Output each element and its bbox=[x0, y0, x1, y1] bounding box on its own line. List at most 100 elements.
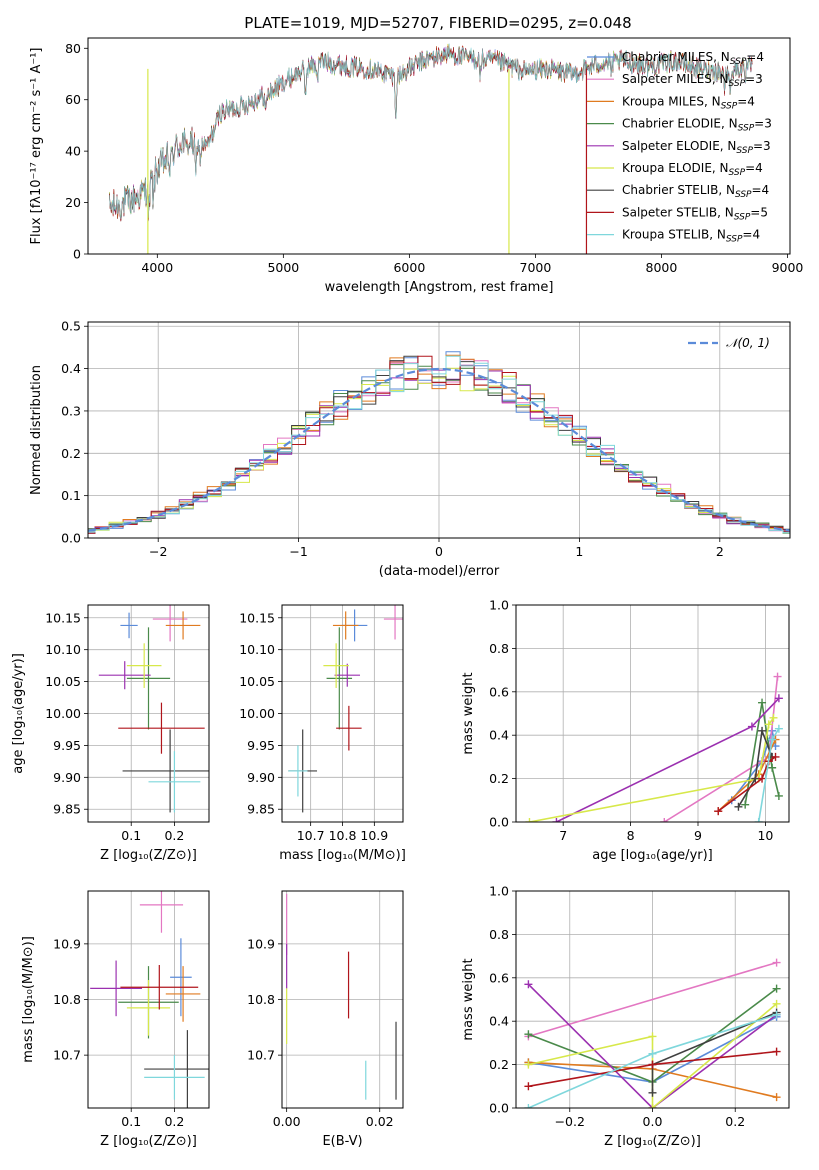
weight-marker bbox=[772, 1010, 781, 1019]
y-tick-label: 9.90 bbox=[53, 770, 81, 785]
x-axis-label: wavelength [Angstrom, rest frame] bbox=[325, 280, 554, 295]
panel-mass-weight-vs-Z: −0.2 0.0 0.2 0.0 0.2 0.4 0.6 0.8 1.0 Z [log₁₀(Z/Z… bbox=[461, 884, 790, 1149]
legend-entry: 𝒩(0, 1) bbox=[726, 336, 770, 350]
weight-marker bbox=[524, 1104, 533, 1108]
y-tick-label: 10.8 bbox=[247, 992, 275, 1007]
plot-area bbox=[109, 43, 753, 254]
x-tick-label: 9000 bbox=[772, 260, 804, 275]
y-tick-label: 10.7 bbox=[53, 1048, 81, 1063]
panel-age-vs-mass: 10.7 10.8 10.9 9.85 9.90 9.95 10.00 10.05 10.10 1… bbox=[239, 604, 406, 863]
x-tick-label: 7 bbox=[559, 828, 567, 843]
weight-line bbox=[663, 676, 779, 822]
panel-mass-vs-Z: 0.1 0.2 10.7 10.8 10.9 Z [log₁₀(Z/Z⊙)] mass [l… bbox=[21, 890, 210, 1149]
y-tick-label: 0.4 bbox=[61, 361, 81, 376]
weight-marker bbox=[774, 724, 783, 733]
weight-marker bbox=[524, 1030, 533, 1039]
y-tick-label: 0 bbox=[73, 247, 81, 262]
weight-marker bbox=[758, 774, 767, 783]
weight-marker bbox=[648, 1049, 657, 1058]
weight-marker bbox=[768, 763, 777, 772]
legend-entry: Salpeter ELODIE, NSSP=3 bbox=[622, 139, 771, 156]
x-tick-label: 0.00 bbox=[273, 1114, 301, 1129]
y-tick-label: 10.8 bbox=[53, 992, 81, 1007]
plot-area bbox=[90, 891, 209, 1108]
x-tick-label: 7000 bbox=[520, 260, 552, 275]
x-axis-label: E(B-V) bbox=[322, 1134, 362, 1149]
y-tick-label: 1.0 bbox=[489, 598, 509, 613]
y-tick-label: 0.0 bbox=[489, 815, 509, 830]
x-tick-label: 0.2 bbox=[164, 828, 184, 843]
legend-entry: Kroupa STELIB, NSSP=4 bbox=[622, 228, 760, 245]
y-axis-label: mass [log₁₀(M/M⊙)] bbox=[21, 936, 36, 1063]
x-tick-label: 4000 bbox=[141, 260, 173, 275]
y-tick-label: 20 bbox=[65, 195, 81, 210]
y-tick-label: 0.2 bbox=[489, 1057, 509, 1072]
x-axis-label: mass [log₁₀(M/M⊙)] bbox=[279, 848, 406, 863]
x-axis-label: Z [log₁₀(Z/Z⊙)] bbox=[100, 848, 197, 863]
y-tick-label: 10.9 bbox=[53, 936, 81, 951]
legend-entry: Chabrier ELODIE, NSSP=3 bbox=[622, 117, 772, 134]
spectrum-series-line bbox=[109, 43, 753, 220]
panel-age-vs-Z: 0.1 0.2 9.85 9.90 9.95 10.00 10.05 10.10 10.15 Z … bbox=[11, 604, 210, 863]
y-axis-label: Normed distribution bbox=[29, 365, 44, 495]
weight-marker bbox=[774, 694, 783, 703]
y-tick-label: 10.9 bbox=[247, 936, 275, 951]
panels: Chabrier MILES, NSSP=4 Salpeter MILES, NS… bbox=[11, 37, 804, 1149]
weight-marker bbox=[524, 980, 533, 989]
y-tick-label: 0.8 bbox=[489, 641, 509, 656]
weight-line bbox=[651, 1011, 777, 1093]
weight-marker bbox=[747, 722, 756, 731]
x-tick-label: 0.2 bbox=[164, 1114, 184, 1129]
y-axis-label: mass weight bbox=[461, 958, 476, 1040]
y-tick-label: 0.6 bbox=[489, 970, 509, 985]
x-axis-label: Z [log₁₀(Z/Z⊙)] bbox=[100, 1134, 197, 1149]
y-tick-label: 10.05 bbox=[239, 674, 275, 689]
x-tick-label: 0.02 bbox=[366, 1114, 394, 1129]
y-tick-label: 40 bbox=[65, 144, 81, 159]
y-axis-label: age [log₁₀(age/yr)] bbox=[11, 653, 26, 774]
x-tick-label: 0.2 bbox=[725, 1114, 745, 1129]
weight-marker bbox=[758, 698, 767, 707]
y-tick-label: 60 bbox=[65, 92, 81, 107]
x-tick-label: 10 bbox=[757, 828, 773, 843]
y-tick-label: 10.15 bbox=[45, 610, 81, 625]
y-tick-label: 0.2 bbox=[489, 771, 509, 786]
weight-marker bbox=[771, 752, 780, 761]
x-tick-label: 1 bbox=[575, 544, 583, 559]
x-axis-label: (data-model)/error bbox=[379, 564, 500, 579]
weight-marker bbox=[524, 1082, 533, 1091]
y-tick-label: 10.7 bbox=[247, 1048, 275, 1063]
legend: Chabrier MILES, NSSP=4 Salpeter MILES, NS… bbox=[587, 50, 772, 245]
weight-marker bbox=[741, 800, 750, 809]
weight-line bbox=[529, 717, 775, 822]
y-tick-label: 9.85 bbox=[247, 802, 275, 817]
legend-entry: Chabrier MILES, NSSP=4 bbox=[622, 50, 764, 67]
y-tick-label: 9.85 bbox=[53, 802, 81, 817]
weight-marker bbox=[648, 1104, 657, 1108]
x-tick-label: 8000 bbox=[646, 260, 678, 275]
y-tick-label: 0.4 bbox=[489, 728, 509, 743]
plot-area bbox=[286, 893, 397, 1100]
x-tick-label: −1 bbox=[289, 544, 307, 559]
weight-line bbox=[717, 756, 776, 812]
weight-line bbox=[528, 961, 777, 1038]
plot-area bbox=[88, 351, 790, 534]
x-tick-label: 0.1 bbox=[121, 1114, 141, 1129]
axes-frame bbox=[87, 37, 791, 255]
y-tick-label: 10.15 bbox=[239, 610, 275, 625]
weight-marker bbox=[772, 1047, 781, 1056]
x-tick-label: 0.1 bbox=[121, 828, 141, 843]
y-tick-label: 9.90 bbox=[247, 770, 275, 785]
plot-area bbox=[98, 605, 209, 813]
plot-area bbox=[524, 958, 781, 1108]
weight-marker bbox=[774, 791, 783, 800]
weight-marker bbox=[764, 720, 773, 729]
legend-entry: Kroupa ELODIE, NSSP=4 bbox=[622, 161, 763, 178]
y-tick-label: 10.10 bbox=[45, 642, 81, 657]
x-tick-label: 10.9 bbox=[360, 828, 388, 843]
weight-line bbox=[527, 983, 778, 1108]
x-tick-label: 6000 bbox=[393, 260, 425, 275]
weight-marker bbox=[769, 713, 778, 722]
y-axis-label: Flux [fλ10⁻¹⁷ erg cm⁻² s⁻¹ A⁻¹] bbox=[29, 48, 44, 245]
y-tick-label: 0.8 bbox=[489, 927, 509, 942]
